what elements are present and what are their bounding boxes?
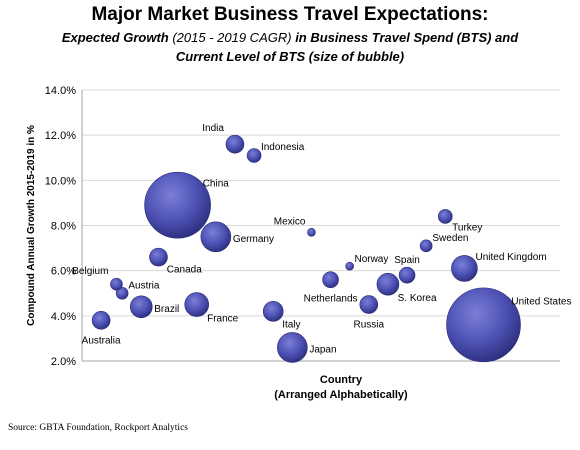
bubble-austria [115, 286, 129, 300]
grid-lines [82, 89, 560, 317]
bubble-label: Turkey [452, 223, 482, 234]
bubbles [91, 134, 521, 363]
bubble-brazil [129, 295, 153, 319]
bubble-australia [91, 311, 111, 330]
bubble-turkey [437, 209, 453, 224]
bubble-label: United States [511, 296, 571, 307]
bubble-united-kingdom [451, 255, 478, 282]
bubble-label: Russia [354, 320, 385, 331]
bubble-label: Sweden [432, 233, 468, 244]
bubble-label: Spain [394, 255, 420, 266]
bubble-label: France [207, 314, 239, 325]
bubble-s-korea [376, 272, 400, 296]
bubble-label: Germany [233, 234, 274, 245]
bubble-label: Canada [167, 265, 202, 276]
subtitle-part1: Expected Growth [61, 30, 169, 45]
y-tick-label: 2.0% [51, 356, 76, 368]
bubble-label: Austria [128, 280, 160, 291]
y-axis-title: Compound Annual Growth 2015-2019 in % [26, 125, 37, 326]
y-tick-label: 14.0% [45, 85, 76, 97]
y-tick-label: 12.0% [45, 130, 76, 142]
bubble-label: Norway [354, 254, 388, 265]
bubble-label: Australia [82, 335, 121, 346]
bubble-label: S. Korea [398, 293, 437, 304]
bubble-sweden [419, 239, 433, 253]
bubble-label: India [202, 123, 224, 134]
axes: 2.0% 4.0% 6.0% 8.0% 10.0% 12.0% 14.0% Compound … [26, 85, 560, 401]
bubble-canada [149, 247, 168, 267]
bubble-mexico [307, 227, 316, 237]
chart-subtitle-line1: Expected Growth (2015 - 2019 CAGR) in Bu… [0, 30, 580, 45]
x-axis-subtitle: (Arranged Alphabetically) [274, 389, 408, 401]
bubble-netherlands [322, 271, 339, 289]
bubble-labels: Australia Austria Belgium Brazil Canada China… [72, 123, 571, 355]
bubble-france [184, 292, 210, 317]
chart-subtitle-line2: Current Level of BTS (size of bubble) [175, 49, 405, 64]
bubble-indonesia [246, 148, 262, 163]
bubble-label: Netherlands [304, 294, 358, 305]
y-tick-label: 4.0% [51, 311, 76, 323]
bubble-label: Belgium [72, 266, 108, 277]
bubble-chart: 2.0% 4.0% 6.0% 8.0% 10.0% 12.0% 14.0% Compound … [26, 85, 571, 401]
bubble-norway [345, 261, 354, 271]
bubble-label: Mexico [274, 216, 306, 227]
bubble-belgium [110, 277, 123, 291]
chart-title: Major Market Business Travel Expectation… [91, 4, 489, 25]
x-axis-title: Country [320, 374, 363, 386]
y-tick-label: 8.0% [51, 221, 76, 233]
bubble-label: United Kingdom [476, 252, 547, 263]
bubble-japan [277, 332, 308, 363]
bubble-italy [262, 301, 284, 322]
bubble-label: Japan [309, 344, 336, 355]
bubble-united-states [446, 287, 521, 363]
bubble-label: Indonesia [261, 142, 305, 153]
bubble-label: Italy [282, 319, 300, 330]
subtitle-part3: in Business Travel Spend (BTS) and [295, 30, 519, 45]
bubble-germany [200, 221, 232, 253]
bubble-china [144, 171, 211, 239]
y-tick-label: 10.0% [45, 175, 76, 187]
subtitle-part2: (2015 - 2019 CAGR) [168, 30, 296, 45]
bubble-india [225, 134, 245, 154]
bubble-label: Brazil [154, 304, 179, 315]
source-note: Source: GBTA Foundation, Rockport Analyt… [8, 423, 188, 433]
bubble-label: China [203, 179, 230, 190]
y-tick-label: 6.0% [51, 266, 76, 278]
bubble-spain [398, 266, 416, 284]
bubble-russia [359, 295, 379, 314]
